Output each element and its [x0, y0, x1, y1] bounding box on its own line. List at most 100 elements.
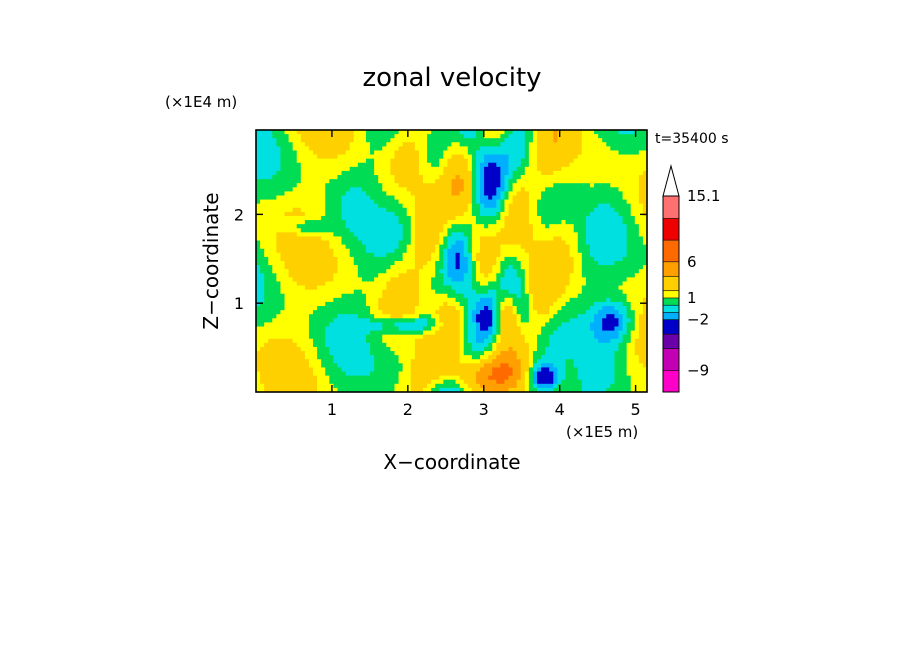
field-cell — [626, 162, 632, 168]
field-cell — [541, 162, 546, 168]
field-cell — [353, 322, 359, 328]
field-cell — [345, 195, 351, 201]
field-cell — [268, 281, 273, 287]
field-cell — [365, 134, 371, 139]
field-cell — [447, 150, 453, 156]
field-cell — [268, 203, 273, 209]
field-cell — [496, 232, 501, 238]
field-cell — [471, 277, 477, 283]
field-cell — [280, 199, 286, 205]
field-cell — [589, 244, 595, 250]
field-cell — [361, 281, 367, 287]
field-cell — [569, 273, 575, 278]
field-cell — [569, 269, 575, 274]
field-cell — [349, 207, 355, 213]
field-cell — [614, 314, 620, 319]
field-cell — [610, 293, 616, 299]
field-cell — [317, 162, 322, 168]
field-cell — [520, 326, 526, 332]
field-cell — [349, 228, 355, 233]
field-cell — [443, 166, 449, 172]
field-cell — [427, 162, 432, 168]
field-cell — [484, 273, 489, 278]
field-cell — [264, 142, 269, 147]
field-cell — [288, 179, 294, 184]
field-cell — [508, 277, 514, 283]
field-cell — [272, 240, 277, 246]
field-cell — [329, 215, 334, 221]
field-cell — [500, 322, 506, 328]
field-cell — [321, 138, 326, 143]
field-cell — [602, 224, 607, 229]
field-cell — [418, 220, 424, 225]
field-cell — [447, 220, 453, 225]
field-cell — [614, 297, 620, 303]
field-cell — [284, 183, 290, 188]
field-cell — [553, 289, 558, 295]
field-cell — [504, 211, 510, 217]
field-cell — [443, 310, 449, 315]
field-cell — [610, 150, 616, 156]
field-cell — [378, 269, 383, 274]
field-cell — [304, 301, 310, 307]
field-cell — [443, 301, 449, 307]
field-cell — [557, 269, 563, 274]
field-cell — [345, 162, 351, 168]
field-cell — [484, 187, 489, 192]
field-cell — [292, 236, 298, 242]
field-cell — [296, 334, 302, 340]
field-cell — [402, 261, 408, 266]
field-cell — [382, 314, 387, 319]
field-cell — [549, 293, 554, 299]
field-cell — [585, 261, 591, 266]
field-cell — [484, 314, 489, 319]
field-cell — [288, 265, 294, 270]
field-cell — [272, 150, 277, 156]
field-cell — [638, 199, 644, 205]
field-cell — [418, 138, 424, 143]
field-cell — [508, 195, 514, 201]
field-cell — [402, 203, 408, 209]
field-cell — [276, 240, 282, 246]
field-cell — [471, 170, 477, 176]
field-cell — [532, 138, 538, 143]
field-cell — [439, 228, 444, 233]
field-cell — [585, 256, 591, 262]
field-cell — [272, 134, 277, 139]
field-cell — [276, 199, 282, 205]
field-cell — [557, 293, 563, 299]
field-cell — [537, 301, 542, 307]
field-cell — [264, 207, 269, 213]
field-cell — [447, 285, 453, 291]
field-cell — [370, 310, 375, 315]
field-cell — [581, 285, 587, 291]
field-cell — [524, 318, 530, 323]
field-cell — [504, 150, 510, 156]
field-cell — [337, 162, 343, 168]
field-cell — [598, 273, 603, 278]
field-cell — [557, 326, 563, 332]
field-cell — [512, 187, 518, 192]
field-cell — [398, 256, 404, 262]
field-cell — [634, 183, 640, 188]
field-cell — [475, 273, 481, 278]
field-cell — [561, 228, 567, 233]
field-cell — [549, 228, 554, 233]
field-cell — [622, 252, 628, 258]
field-cell — [276, 310, 282, 315]
field-cell — [345, 187, 351, 192]
field-cell — [585, 166, 591, 172]
field-cell — [414, 195, 420, 201]
field-cell — [308, 158, 314, 164]
field-cell — [418, 318, 424, 323]
field-cell — [341, 338, 347, 344]
field-cell — [394, 301, 400, 307]
field-cell — [492, 310, 497, 315]
field-cell — [325, 306, 330, 311]
field-cell — [606, 248, 611, 254]
field-cell — [496, 326, 501, 332]
field-cell — [431, 228, 436, 233]
field-cell — [308, 215, 314, 221]
field-cell — [427, 187, 432, 192]
field-cell — [370, 195, 375, 201]
